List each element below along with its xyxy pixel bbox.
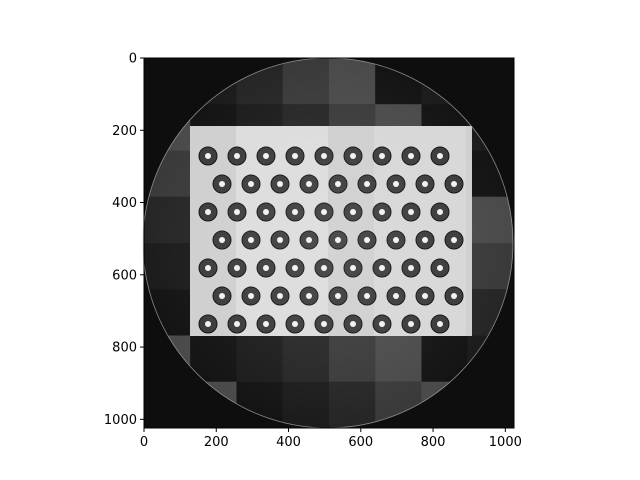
reconstruction-disk	[143, 58, 513, 428]
x-tick-label: 200	[204, 435, 229, 450]
image-panel	[142, 57, 514, 429]
x-tick-label: 600	[348, 435, 373, 450]
y-tick-label: 1000	[104, 413, 137, 428]
y-tick-label: 400	[112, 196, 137, 211]
y-axis: 0 200 400 600 800 1000	[104, 52, 144, 428]
x-tick-label: 400	[276, 435, 301, 450]
x-axis: 0 200 400 600 800 1000	[140, 428, 522, 450]
y-tick-label: 800	[112, 341, 137, 356]
x-tick-label: 800	[421, 435, 446, 450]
x-tick-label: 1000	[489, 435, 522, 450]
y-tick-label: 0	[129, 52, 137, 67]
y-tick-label: 600	[112, 268, 137, 283]
x-tick-label: 0	[140, 435, 148, 450]
y-tick-label: 200	[112, 124, 137, 139]
axes-frame	[143, 57, 515, 429]
